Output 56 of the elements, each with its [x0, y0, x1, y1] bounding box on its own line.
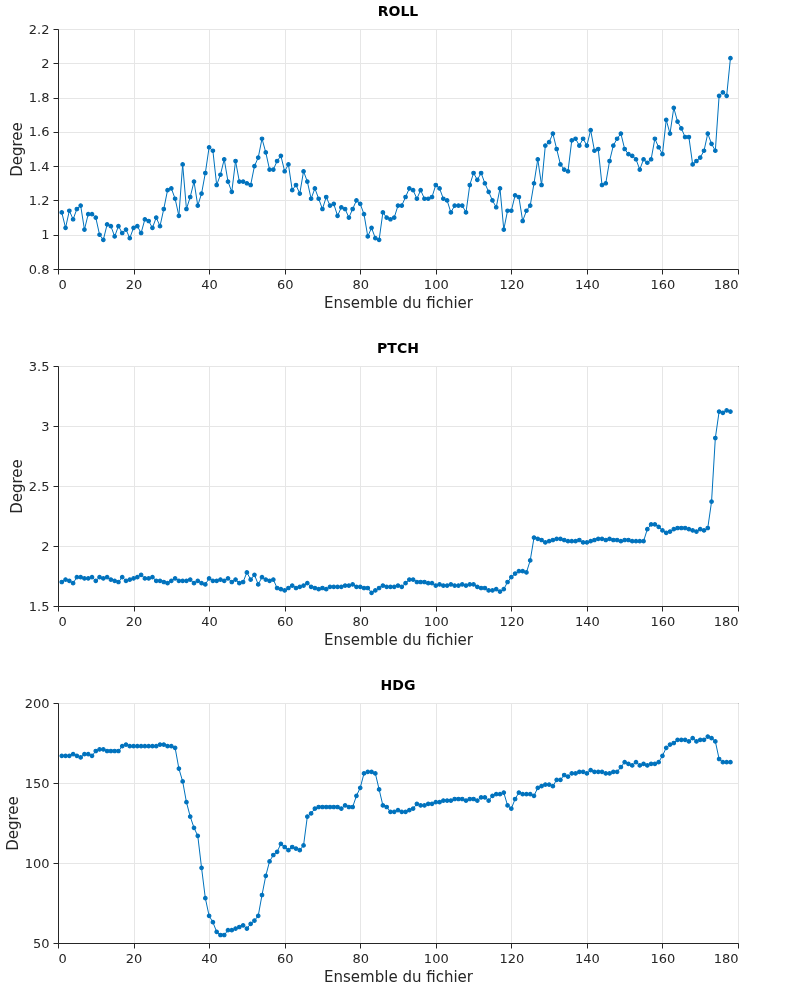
y-tick-label: 1.5 [28, 598, 50, 614]
x-tick-label: 120 [499, 613, 525, 629]
y-tick-label: 100 [24, 855, 50, 871]
x-tick-label: 80 [352, 613, 369, 629]
x-tick-label: 180 [713, 950, 739, 966]
y-axis-title: Degree [3, 796, 22, 851]
y-tick-label: 150 [24, 775, 50, 791]
x-tick-label: 60 [276, 950, 294, 966]
y-tick-label: 1.4 [28, 158, 50, 174]
x-tick-label: 120 [499, 276, 525, 292]
chart-title: ROLL [377, 3, 419, 19]
x-tick-label: 80 [352, 276, 369, 292]
x-tick-label: 60 [276, 276, 294, 292]
x-tick-label: 100 [423, 276, 449, 292]
y-tick-label: 2.5 [28, 478, 50, 494]
y-tick-label: 1.8 [28, 90, 50, 106]
x-tick-label: 20 [125, 950, 143, 966]
x-tick-label: 140 [574, 276, 600, 292]
x-tick-label: 0 [58, 950, 67, 966]
x-tick-label: 40 [201, 613, 218, 629]
y-tick-label: 3 [41, 418, 50, 434]
chart-title: PTCH [377, 340, 419, 356]
x-tick-label: 20 [125, 613, 143, 629]
x-tick-label: 20 [125, 276, 143, 292]
y-tick-label: 3.5 [28, 358, 50, 374]
y-tick-label: 0.8 [28, 261, 50, 277]
y-tick-label: 2 [41, 538, 50, 554]
x-axis-title: Ensemble du fichier [324, 967, 474, 986]
y-tick-label: 50 [32, 935, 50, 951]
y-tick-label: 1 [41, 227, 50, 243]
x-tick-label: 60 [276, 613, 294, 629]
x-tick-label: 80 [352, 950, 369, 966]
x-axis-title: Ensemble du fichier [324, 293, 474, 312]
x-tick-label: 160 [650, 950, 676, 966]
y-axis-title: Degree [7, 459, 26, 514]
y-axis-title: Degree [7, 122, 26, 177]
x-tick-label: 0 [58, 276, 67, 292]
y-tick-label: 1.6 [28, 124, 50, 140]
x-tick-label: 140 [574, 950, 600, 966]
x-tick-label: 120 [499, 950, 525, 966]
x-tick-label: 40 [201, 950, 218, 966]
chart-title: HDG [380, 677, 416, 693]
x-tick-label: 180 [713, 276, 739, 292]
x-tick-label: 180 [713, 613, 739, 629]
x-tick-label: 100 [423, 613, 449, 629]
y-tick-label: 1.2 [28, 192, 50, 208]
x-tick-label: 100 [423, 950, 449, 966]
y-tick-label: 2.2 [28, 21, 50, 37]
y-tick-label: 2 [41, 55, 50, 71]
x-axis-title: Ensemble du fichier [324, 630, 474, 649]
x-tick-label: 160 [650, 613, 676, 629]
y-tick-label: 200 [24, 695, 50, 711]
x-tick-label: 140 [574, 613, 600, 629]
x-tick-label: 0 [58, 613, 67, 629]
x-tick-label: 160 [650, 276, 676, 292]
x-tick-label: 40 [201, 276, 218, 292]
